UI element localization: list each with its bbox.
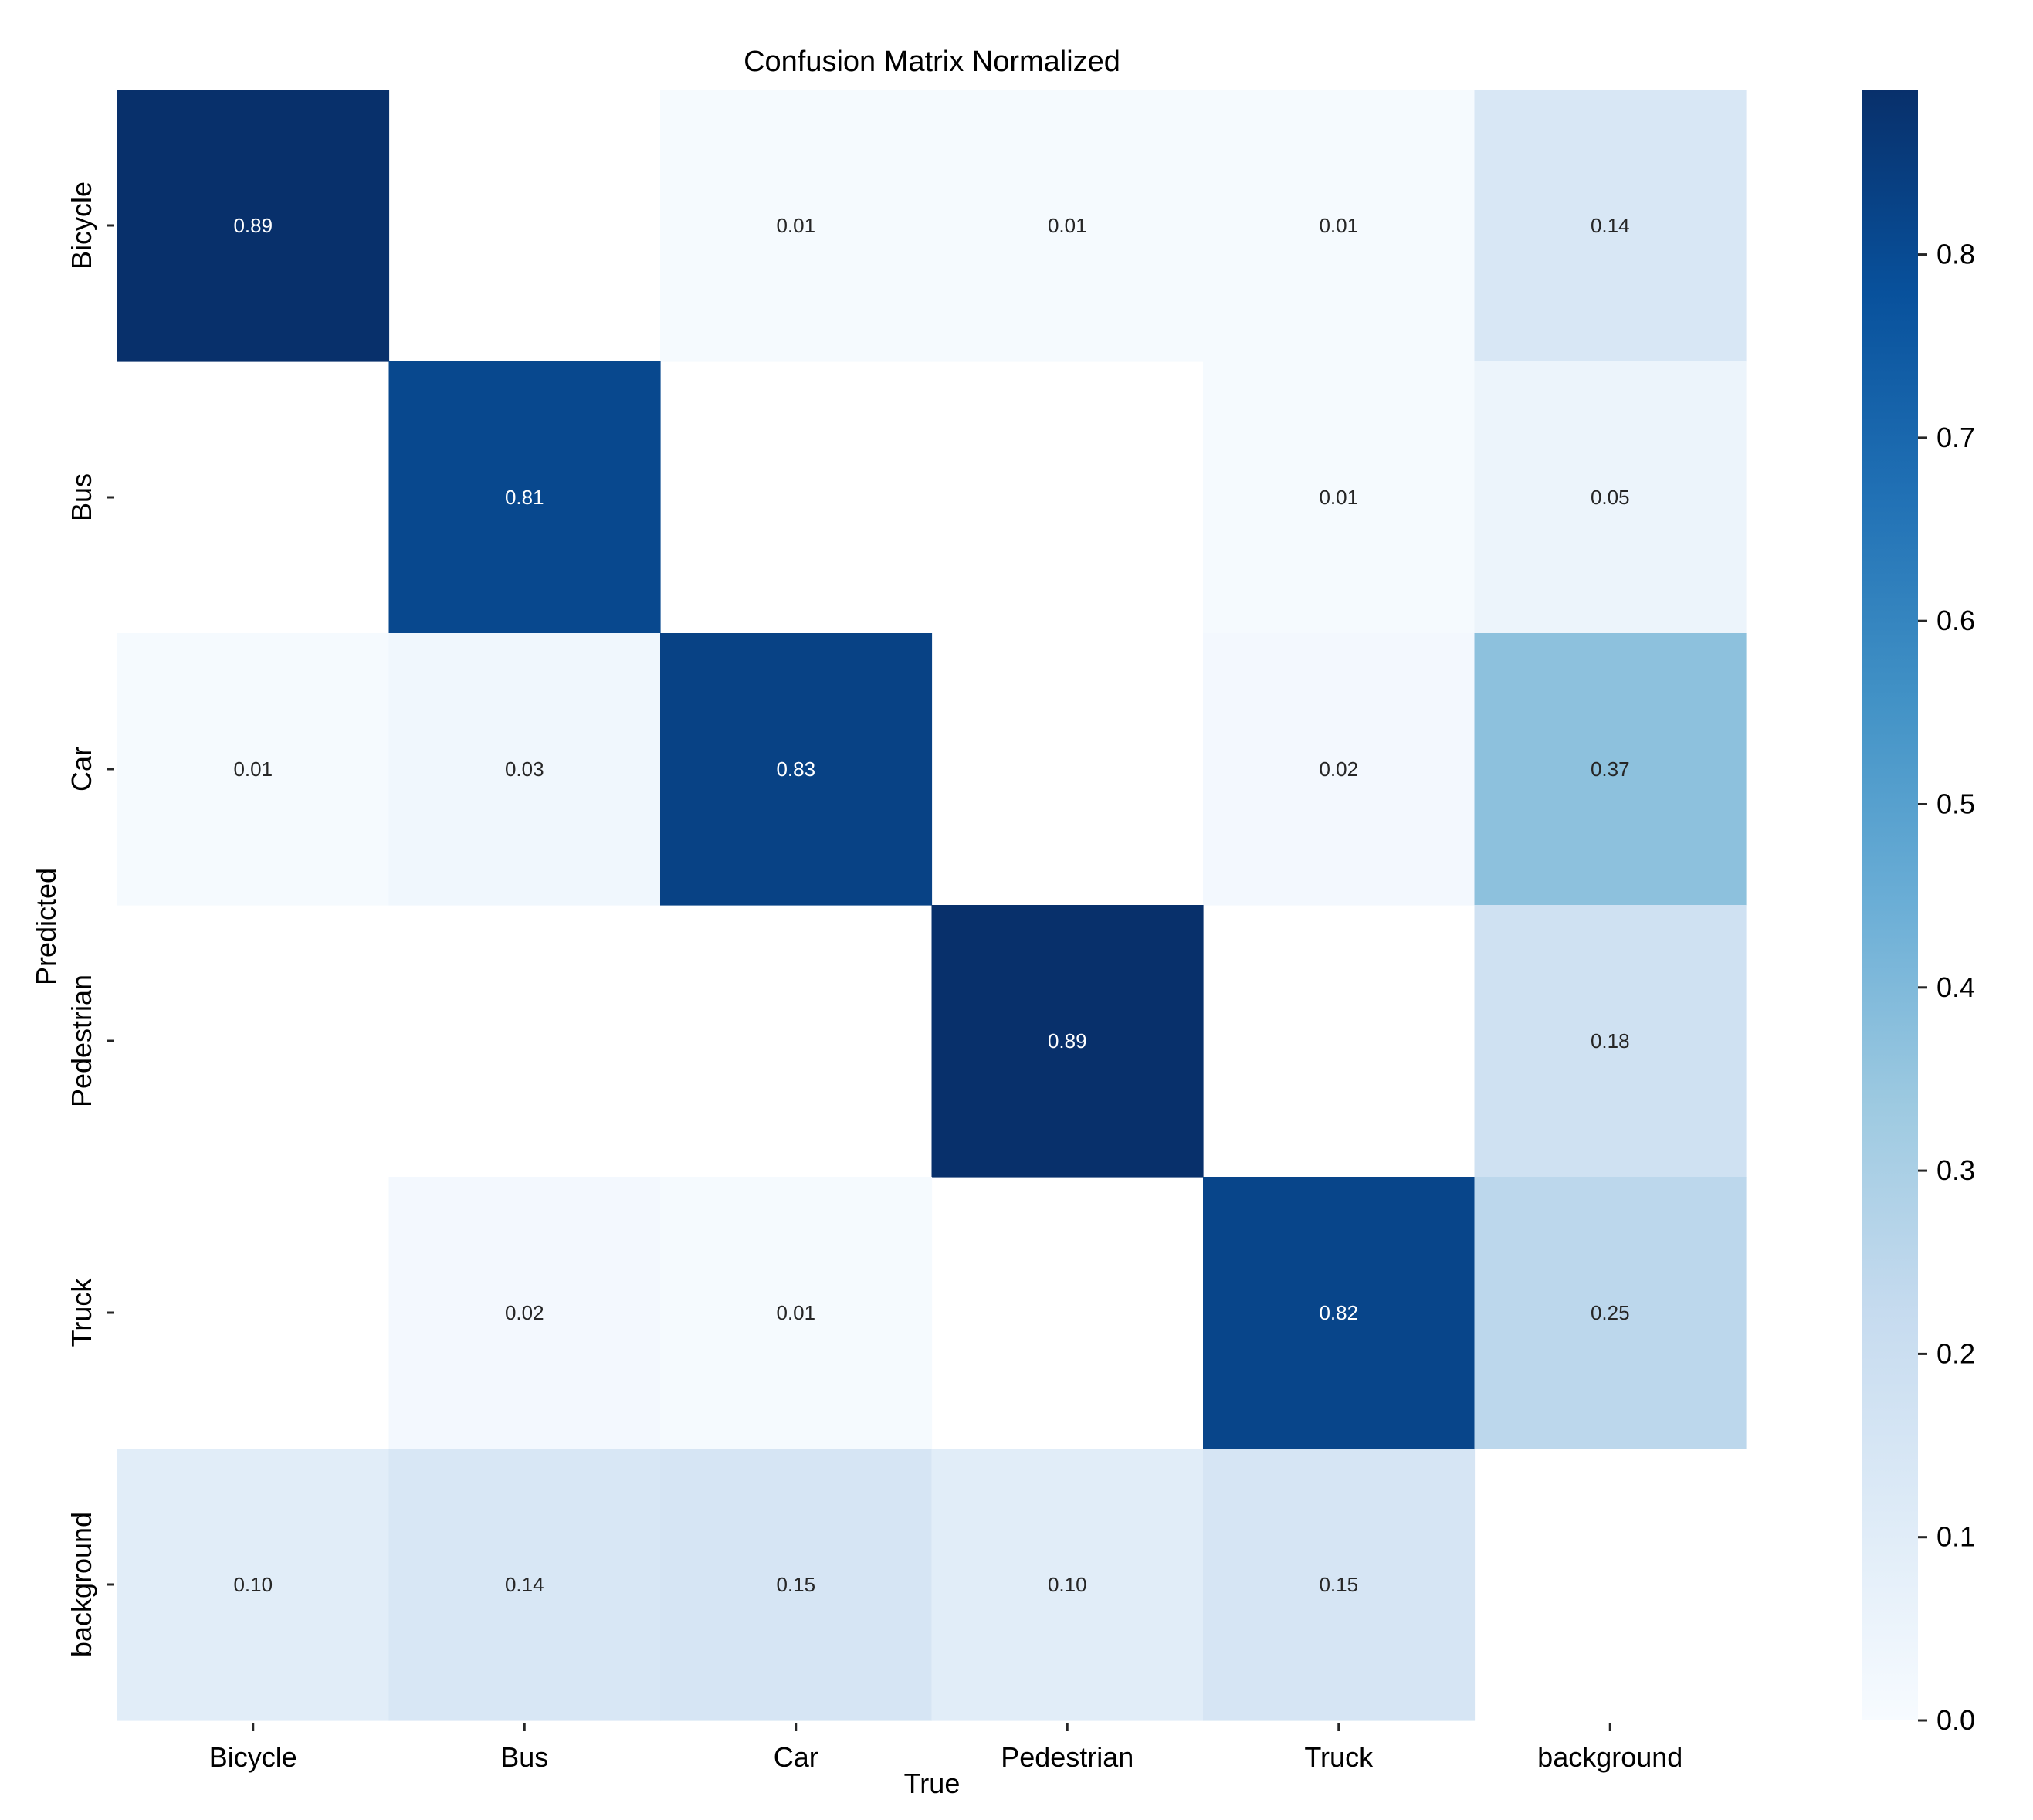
- x-tick-label: Bicycle: [209, 1741, 297, 1773]
- heatmap-cell-Bicycle-Car: [660, 90, 933, 362]
- cell-value: 0.18: [1591, 1029, 1630, 1052]
- cell-value: 0.01: [1319, 486, 1358, 509]
- y-axis-ticks: Bicycle Bus Car Pedestrian Truck background: [66, 181, 114, 1657]
- heatmap-cell-Bicycle-Pedestrian: [931, 90, 1204, 362]
- cell-value: 0.02: [1319, 757, 1358, 781]
- cell-value: 0.15: [776, 1573, 815, 1596]
- cell-value: 0.14: [1591, 214, 1630, 237]
- colorbar-tick-label: 0.4: [1936, 971, 1975, 1003]
- cell-value: 0.89: [1048, 1029, 1087, 1052]
- cell-value: 0.05: [1591, 486, 1630, 509]
- x-axis-ticks: Bicycle Bus Car Pedestrian Truck background: [209, 1723, 1682, 1773]
- cell-value: 0.01: [1048, 214, 1087, 237]
- colorbar-tick-label: 0.2: [1936, 1337, 1975, 1369]
- y-tick-label: Pedestrian: [66, 974, 97, 1107]
- heatmap-cell-Car-Bicycle: [117, 633, 390, 906]
- y-tick-label: background: [66, 1512, 97, 1657]
- cell-value: 0.01: [1319, 214, 1358, 237]
- x-tick-label: background: [1537, 1741, 1682, 1773]
- colorbar-ticks: 0.0 0.1 0.2 0.3 0.4 0.5 0.6 0.7 0.8: [1918, 239, 1975, 1736]
- y-tick-label: Bicycle: [66, 181, 97, 269]
- colorbar-tick-label: 0.8: [1936, 239, 1975, 270]
- heatmap-cell-Bus-background: [1474, 361, 1747, 634]
- cell-value: 0.14: [505, 1573, 544, 1596]
- heatmap-cell-background-Car: [660, 1449, 933, 1721]
- heatmap-cells: [117, 90, 1747, 1721]
- colorbar: [1862, 90, 1918, 1720]
- cell-value: 0.01: [776, 214, 815, 237]
- x-axis-label: True: [904, 1767, 961, 1799]
- heatmap-cell-Bicycle-Truck: [1203, 90, 1476, 362]
- cell-value: 0.25: [1591, 1301, 1630, 1324]
- heatmap-cell-Car-background: [1474, 633, 1747, 906]
- heatmap-cell-Car-Truck: [1203, 633, 1476, 906]
- colorbar-tick-label: 0.7: [1936, 422, 1975, 453]
- heatmap-cell-Car-Car: [660, 633, 933, 906]
- heatmap-cell-background-Bicycle: [117, 1449, 390, 1721]
- colorbar-tick-label: 0.1: [1936, 1521, 1975, 1553]
- heatmap-cell-Pedestrian-background: [1474, 905, 1747, 1178]
- cell-value: 0.83: [776, 757, 815, 781]
- x-tick-label: Car: [774, 1741, 818, 1773]
- heatmap-cell-Bicycle-Bicycle: [117, 90, 390, 362]
- cell-value: 0.10: [1048, 1573, 1087, 1596]
- cell-value: 0.02: [505, 1301, 544, 1324]
- heatmap-cell-background-Pedestrian: [931, 1449, 1204, 1721]
- y-tick-label: Car: [66, 747, 97, 791]
- cell-value: 0.01: [233, 757, 273, 781]
- cell-value: 0.10: [233, 1573, 273, 1596]
- heatmap-cell-Pedestrian-Pedestrian: [931, 905, 1204, 1178]
- heatmap-cell-Bicycle-background: [1474, 90, 1747, 362]
- colorbar-tick-label: 0.6: [1936, 605, 1975, 636]
- heatmap-cell-Bus-Bus: [388, 361, 661, 634]
- colorbar-tick-label: 0.0: [1936, 1704, 1975, 1736]
- heatmap-cell-Truck-Car: [660, 1177, 933, 1449]
- x-tick-label: Pedestrian: [1001, 1741, 1133, 1773]
- cell-value: 0.81: [505, 486, 544, 509]
- chart-title: Confusion Matrix Normalized: [744, 46, 1120, 78]
- heatmap-cell-Bus-Truck: [1203, 361, 1476, 634]
- heatmap-cell-Car-Bus: [388, 633, 661, 906]
- heatmap-cell-background-Bus: [388, 1449, 661, 1721]
- heatmap-cell-Truck-Truck: [1203, 1177, 1476, 1449]
- x-tick-label: Truck: [1304, 1741, 1374, 1773]
- y-tick-label: Bus: [66, 473, 97, 521]
- heatmap-cell-Truck-Bus: [388, 1177, 661, 1449]
- cell-value: 0.82: [1319, 1301, 1358, 1324]
- colorbar-tick-label: 0.3: [1936, 1154, 1975, 1186]
- cell-value: 0.01: [776, 1301, 815, 1324]
- x-tick-label: Bus: [500, 1741, 548, 1773]
- cell-value: 0.03: [505, 757, 544, 781]
- cell-annotations: 0.89 0.01 0.01 0.01 0.14 0.81 0.01 0.05 0.01 0.03…: [233, 214, 1629, 1596]
- y-tick-label: Truck: [66, 1278, 97, 1347]
- heatmap-cell-background-Truck: [1203, 1449, 1476, 1721]
- heatmap-cell-Truck-background: [1474, 1177, 1747, 1449]
- cell-value: 0.89: [233, 214, 273, 237]
- colorbar-tick-label: 0.5: [1936, 788, 1975, 819]
- cell-value: 0.15: [1319, 1573, 1358, 1596]
- cell-value: 0.37: [1591, 757, 1630, 781]
- y-axis-label: Predicted: [30, 868, 62, 985]
